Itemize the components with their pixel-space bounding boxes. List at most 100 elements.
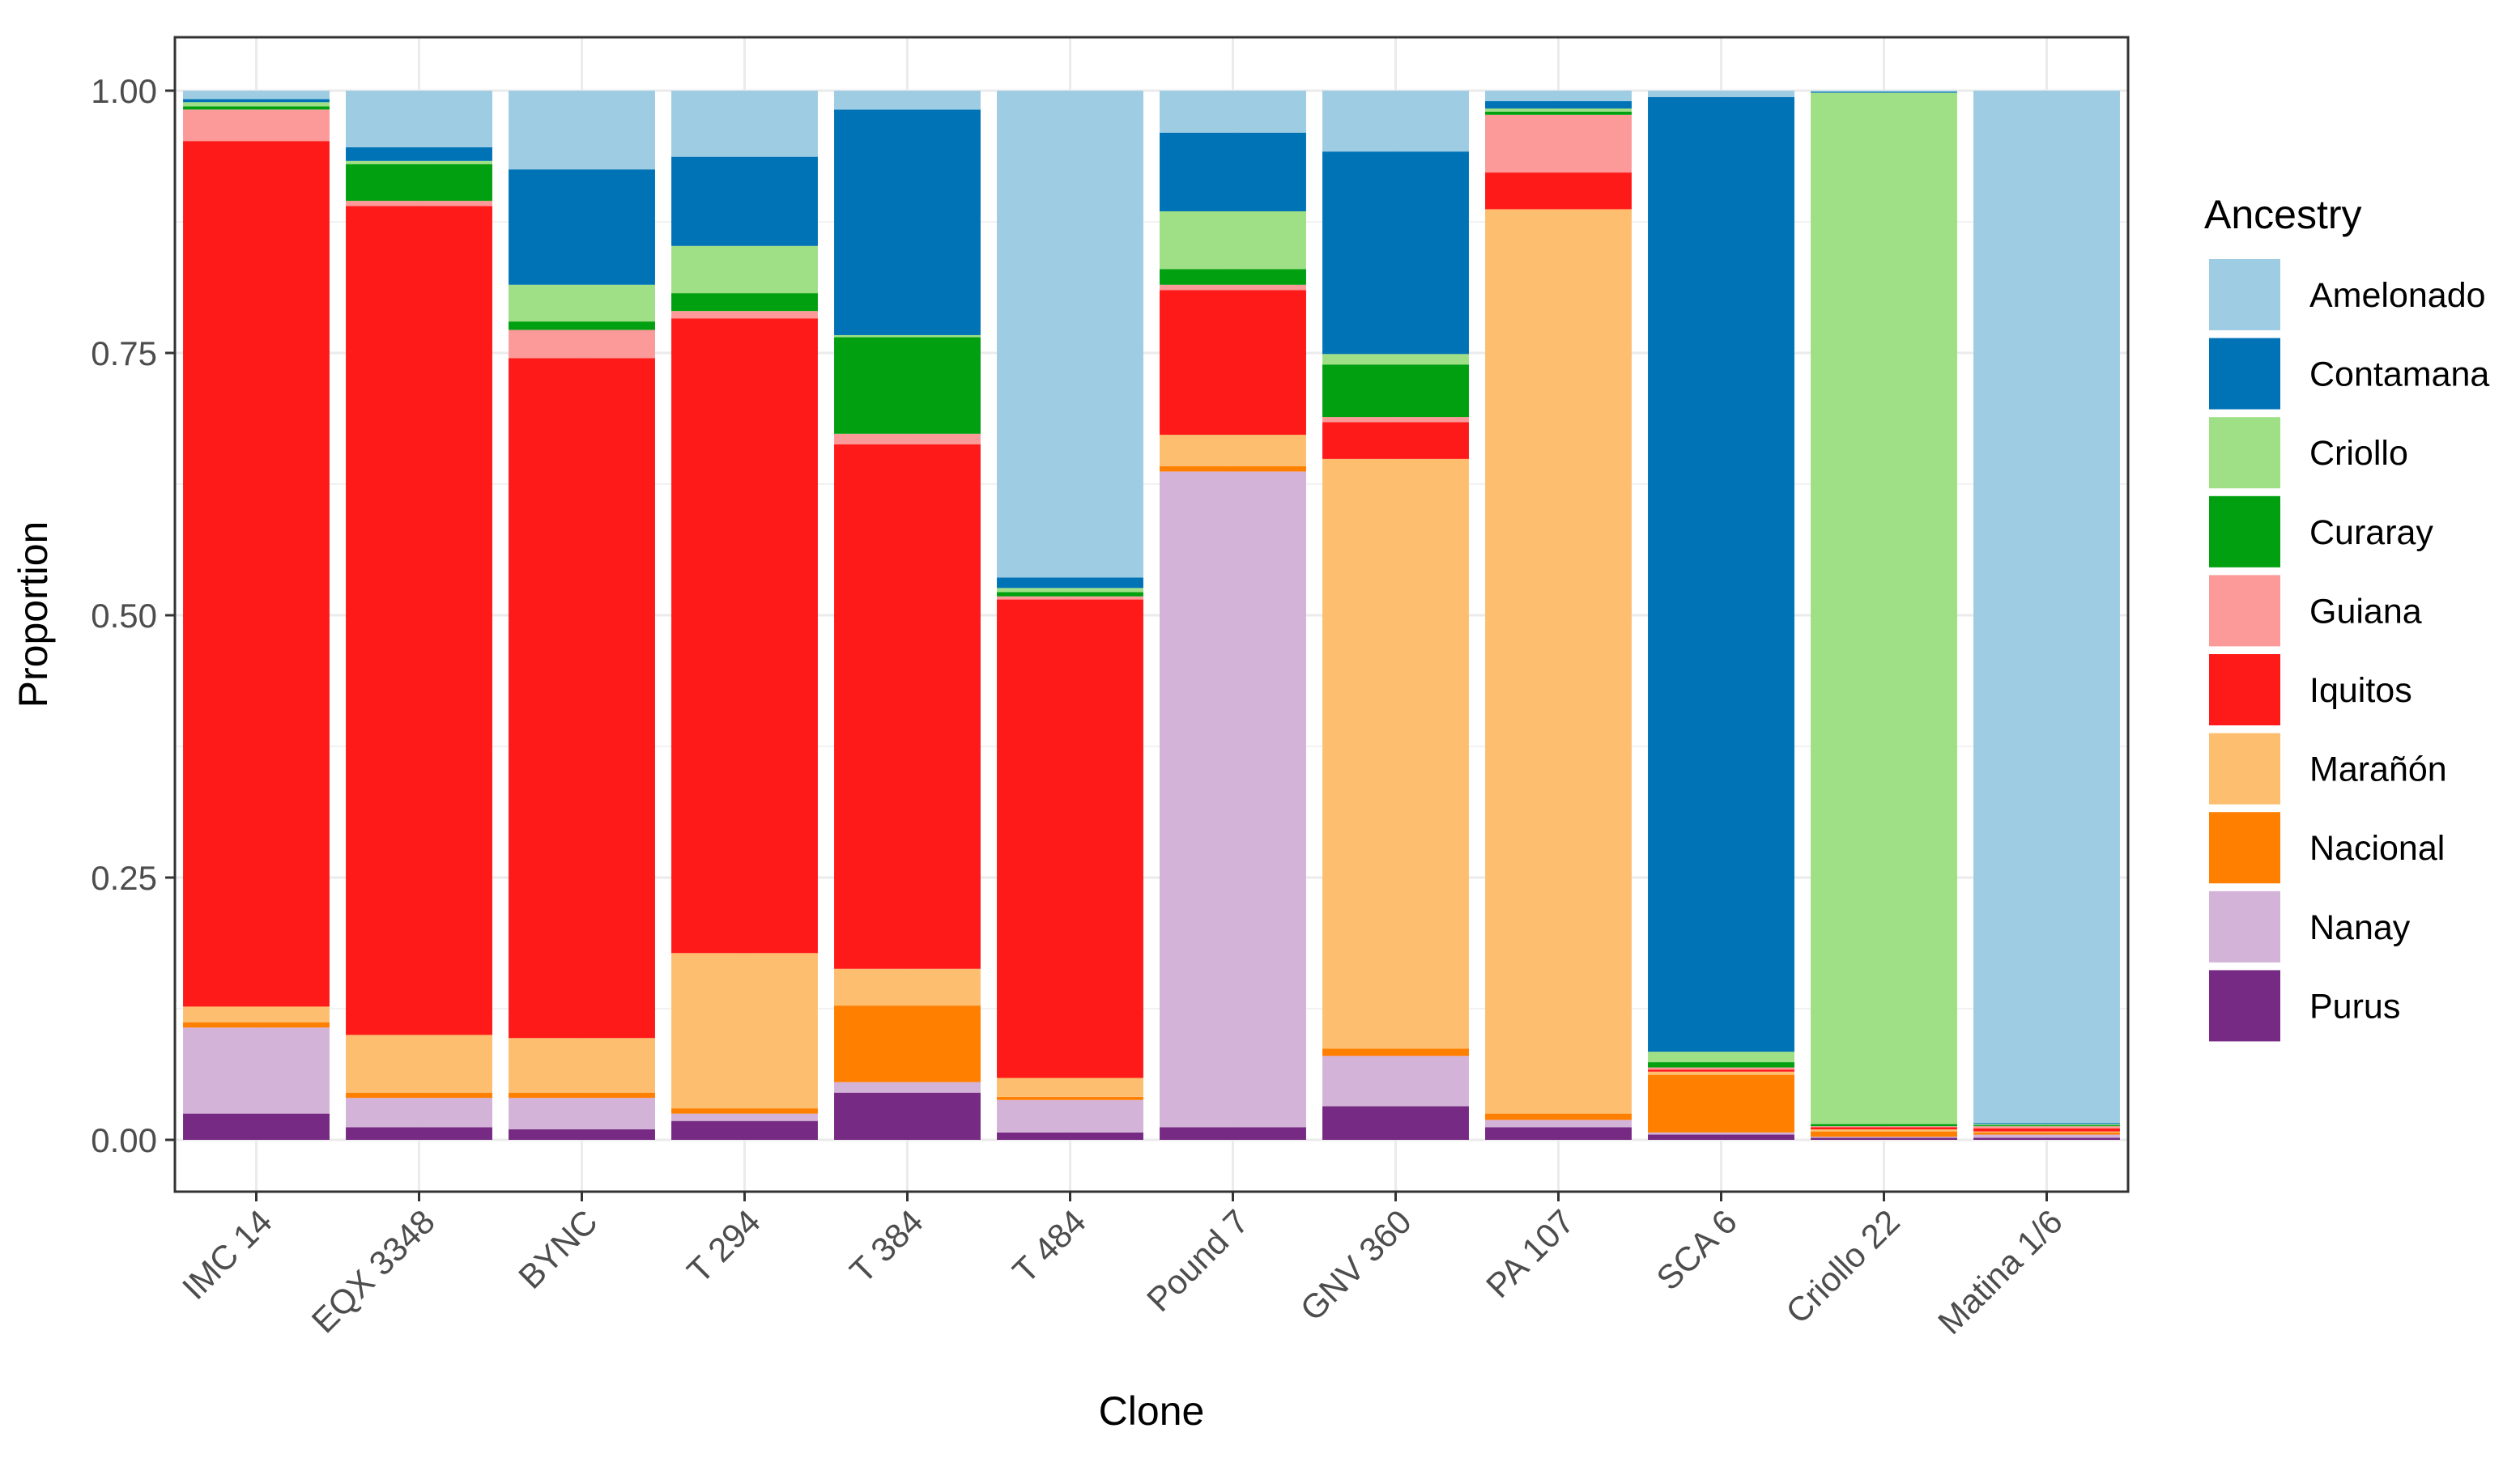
bar-segment-amelonado — [1648, 91, 1794, 97]
bar-segment-iquitos — [1485, 172, 1632, 210]
bar-segment-curaray — [671, 293, 818, 312]
bar-segment-mara-n — [671, 953, 818, 1109]
legend-label-nacional: Nacional — [2309, 829, 2445, 868]
legend-key-contamana — [2209, 338, 2280, 410]
bar-segment-amelonado — [1160, 91, 1306, 133]
legend-key-criollo — [2209, 417, 2280, 489]
bar-segment-criollo — [183, 102, 330, 107]
legend-label-nanay: Nanay — [2309, 908, 2411, 947]
bar-segment-contamana — [834, 109, 981, 335]
bar-segment-contamana — [1973, 1123, 2120, 1124]
bar-segment-criollo — [1160, 211, 1306, 270]
bar-segment-contamana — [671, 156, 818, 246]
bar-segment-nanay — [671, 1113, 818, 1121]
bar-segment-mara-n — [1648, 1071, 1794, 1075]
bar-segment-mara-n — [346, 1035, 492, 1093]
bar-segment-contamana — [1485, 100, 1632, 109]
bar-segment-guiana — [1160, 284, 1306, 291]
bar-segment-curaray — [1485, 111, 1632, 115]
bar-segment-iquitos — [1160, 290, 1306, 436]
bar-segment-iquitos — [509, 358, 655, 1039]
bar-segment-amelonado — [346, 91, 492, 147]
bar-segment-contamana — [183, 99, 330, 103]
bar-segment-amelonado — [1322, 91, 1469, 152]
bars — [183, 91, 2120, 1140]
bar-segment-purus — [1322, 1106, 1469, 1140]
bar-segment-contamana — [1322, 151, 1469, 355]
bar-segment-iquitos — [1322, 422, 1469, 459]
legend-title: Ancestry — [2204, 192, 2362, 237]
bar-segment-criollo — [1648, 1052, 1794, 1063]
bar-segment-mara-n — [183, 1006, 330, 1022]
bar-segment-criollo — [997, 588, 1143, 593]
bar-segment-nacional — [346, 1092, 492, 1099]
bar-segment-purus — [1485, 1127, 1632, 1140]
bar-segment-amelonado — [183, 91, 330, 100]
bar-segment-curaray — [346, 164, 492, 202]
bar-segment-guiana — [1811, 1126, 1957, 1128]
bar-segment-contamana — [509, 169, 655, 285]
bar-segment-purus — [1973, 1137, 2120, 1140]
bar-segment-amelonado — [1485, 91, 1632, 101]
legend-key-mara-n — [2209, 733, 2280, 805]
bar-segment-contamana — [1648, 96, 1794, 1052]
y-tick-label: 1.00 — [91, 72, 157, 110]
bar-segment-criollo — [834, 334, 981, 338]
legend-label-mara-n: Marañón — [2309, 750, 2447, 789]
bar-segment-curaray — [834, 337, 981, 434]
bar-segment-nanay — [1648, 1132, 1794, 1135]
bar-segment-mara-n — [1322, 458, 1469, 1049]
y-axis-label: Proportion — [11, 521, 56, 708]
bar-segment-nacional — [1160, 465, 1306, 472]
bar-segment-amelonado — [1973, 91, 2120, 1124]
bar-segment-criollo — [346, 160, 492, 164]
y-tick-label: 0.00 — [91, 1121, 157, 1159]
bar-segment-amelonado — [671, 91, 818, 157]
legend-label-guiana: Guiana — [2309, 592, 2422, 631]
legend-key-guiana — [2209, 575, 2280, 647]
legend: Ancestry Amelonado Contamana Criollo Curara… — [2204, 192, 2489, 1042]
bar-segment-iquitos — [671, 318, 818, 954]
bar-segment-nacional — [1485, 1113, 1632, 1120]
bar-segment-purus — [1648, 1134, 1794, 1140]
bar-segment-contamana — [346, 147, 492, 161]
bar-segment-nanay — [183, 1027, 330, 1114]
bar-segment-guiana — [1485, 114, 1632, 173]
bar-segment-guiana — [509, 329, 655, 359]
bar-segment-mara-n — [1811, 1129, 1957, 1132]
bar-segment-criollo — [1322, 354, 1469, 365]
bar-segment-iquitos — [997, 599, 1143, 1078]
bar-segment-purus — [1811, 1137, 1957, 1140]
legend-label-curaray: Curaray — [2309, 513, 2433, 552]
bar-segment-curaray — [509, 321, 655, 330]
bar-segment-nacional — [183, 1022, 330, 1028]
bar-segment-curaray — [183, 106, 330, 110]
bar-segment-guiana — [997, 596, 1143, 600]
bar-segment-iquitos — [834, 444, 981, 969]
bar-segment-mara-n — [1973, 1131, 2120, 1133]
bar-segment-purus — [509, 1129, 655, 1140]
legend-key-curaray — [2209, 495, 2280, 567]
bar-segment-nanay — [1322, 1056, 1469, 1107]
bar-segment-nanay — [346, 1098, 492, 1128]
bar-segment-contamana — [997, 577, 1143, 589]
bar-segment-guiana — [1648, 1067, 1794, 1070]
bar-segment-curaray — [1648, 1062, 1794, 1068]
bar-segment-nanay — [1485, 1120, 1632, 1128]
bar-segment-curaray — [1322, 364, 1469, 418]
bar-segment-purus — [997, 1132, 1143, 1140]
bar-segment-iquitos — [346, 206, 492, 1035]
bar-segment-iquitos — [1648, 1069, 1794, 1072]
bar-segment-purus — [671, 1120, 818, 1140]
legend-key-amelonado — [2209, 259, 2280, 330]
bar-segment-nacional — [1973, 1132, 2120, 1135]
bar-segment-purus — [834, 1092, 981, 1140]
legend-key-nanay — [2209, 891, 2280, 963]
y-tick-label: 0.50 — [91, 597, 157, 635]
bar-segment-amelonado — [509, 91, 655, 170]
bar-segment-mara-n — [509, 1038, 655, 1093]
legend-label-purus: Purus — [2309, 987, 2400, 1026]
bar-segment-curaray — [1160, 269, 1306, 285]
bar-segment-curaray — [1973, 1124, 2120, 1127]
bar-segment-nanay — [1973, 1134, 2120, 1138]
